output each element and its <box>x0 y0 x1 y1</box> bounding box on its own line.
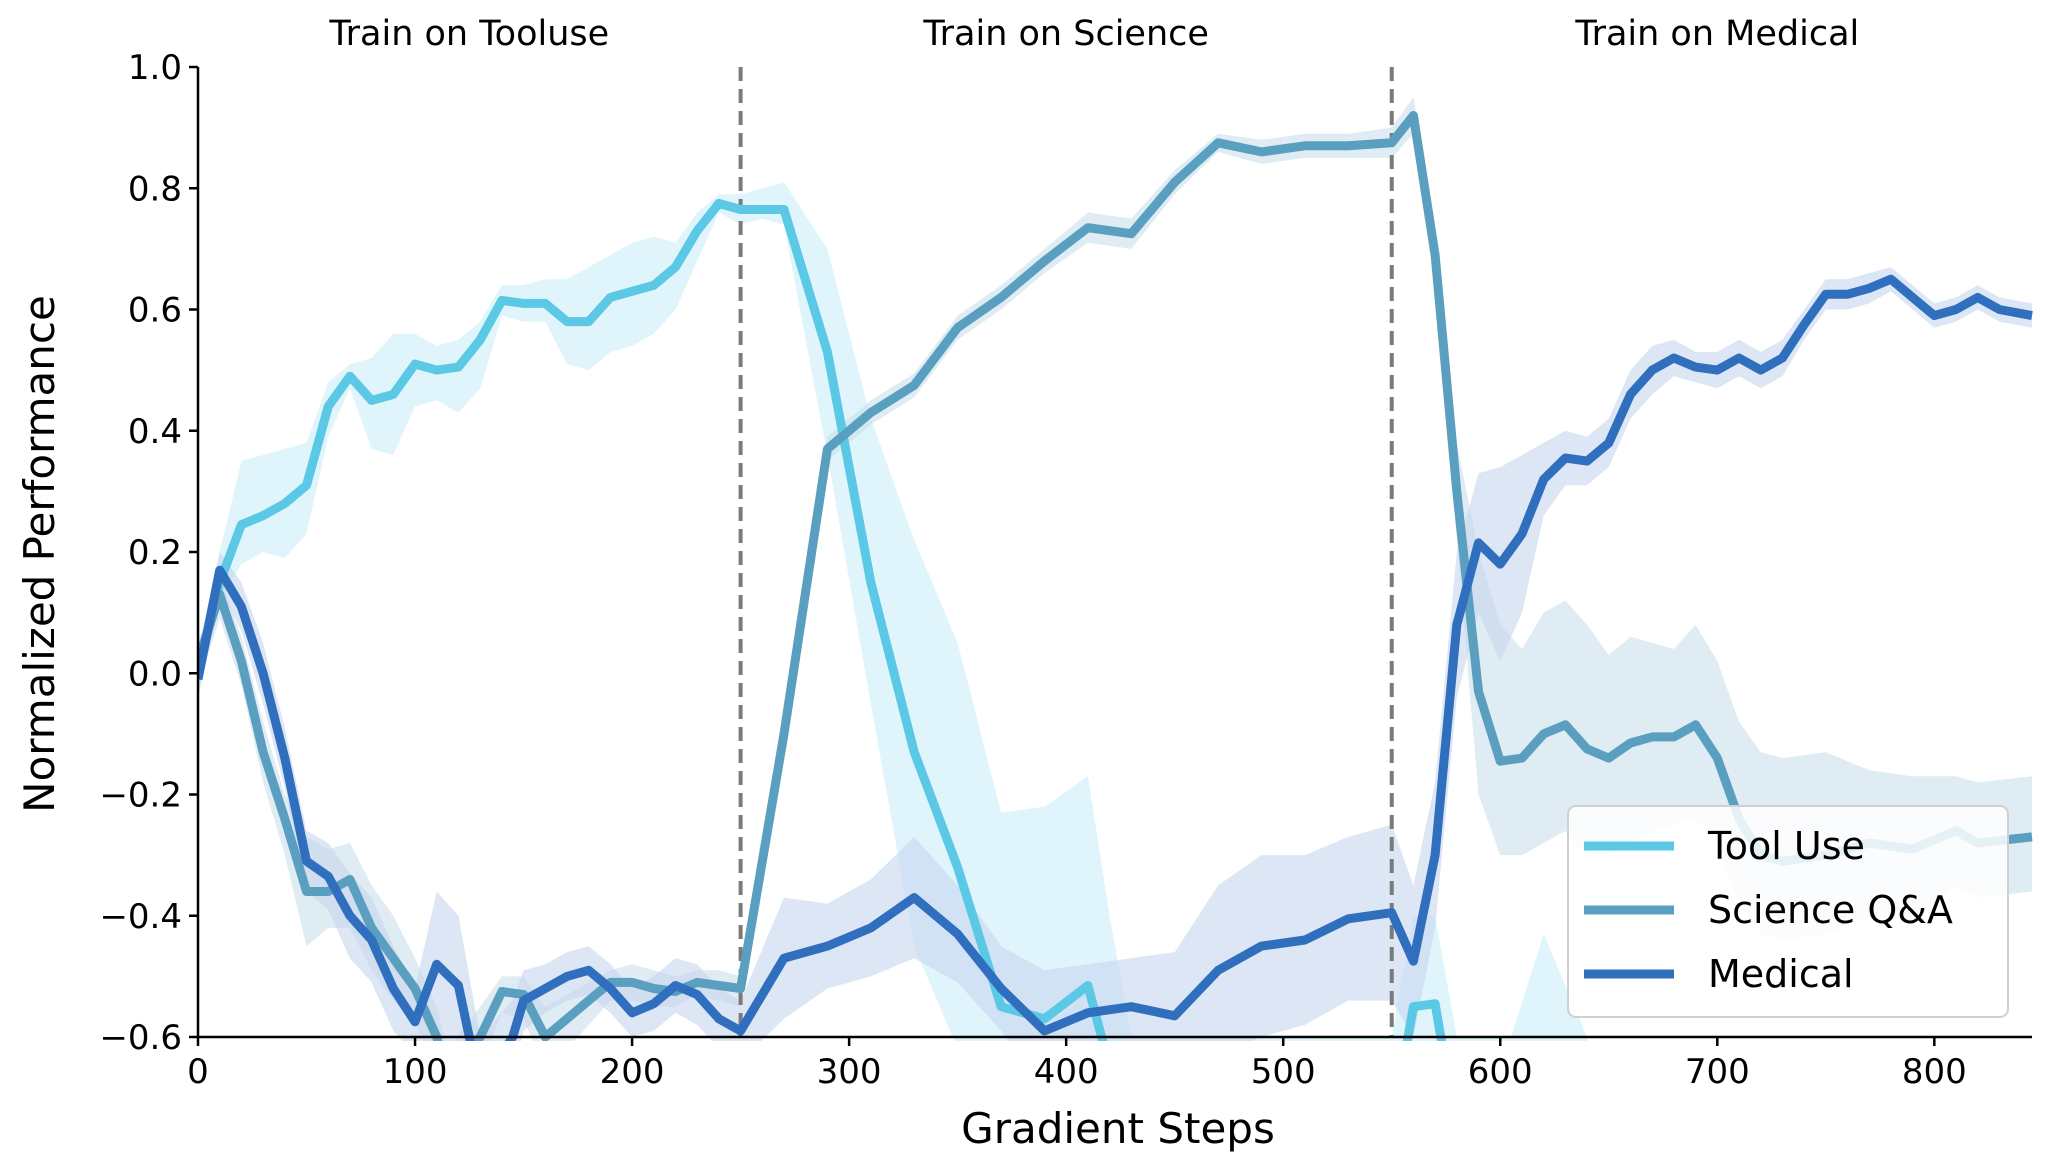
legend: Tool Use Science Q&A Medical <box>1567 805 2009 1018</box>
band-tool-use <box>198 182 1588 1041</box>
line-science-q-a <box>198 111 2033 1041</box>
x-tick-label: 300 <box>817 1052 882 1092</box>
x-axis-title: Gradient Steps <box>961 1104 1275 1153</box>
phase-boundaries <box>738 67 1394 1037</box>
y-axis-title: Normalized Performance <box>15 295 64 813</box>
y-tick-label: −0.6 <box>99 1018 182 1058</box>
y-tick-label: 0.8 <box>128 169 182 209</box>
x-tick-label: 0 <box>187 1052 209 1092</box>
y-tick-label: 0.0 <box>128 654 182 694</box>
series-lines <box>198 111 2033 1041</box>
x-tick-label: 500 <box>1251 1052 1316 1092</box>
phase-labels: Train on Tooluse Train on Science Train on… <box>328 14 1859 54</box>
y-tick-label: −0.2 <box>99 776 182 816</box>
legend-frame <box>1567 805 2009 1018</box>
y-tick-label: 1.0 <box>128 48 182 88</box>
line-tool-use <box>198 198 1447 1041</box>
phase-label-train-on-science: Train on Science <box>922 14 1209 54</box>
x-tick-label: 200 <box>600 1052 665 1092</box>
x-tick-label: 800 <box>1902 1052 1967 1092</box>
y-tick-label: 0.2 <box>128 533 182 573</box>
legend-label-science-q-a: Science Q&A <box>1708 888 1953 932</box>
x-tick-label: 400 <box>1034 1052 1099 1092</box>
axes: 0 100 200 300 400 500 600 700 800 1.0 0.8 0.6 0.4 0.2… <box>99 48 2032 1092</box>
phase-label-train-on-tooluse: Train on Tooluse <box>328 14 609 54</box>
y-tick-label: 0.4 <box>128 412 182 452</box>
band-science-q-a <box>198 97 2032 1041</box>
y-tick-label: −0.4 <box>99 897 182 937</box>
phase-label-train-on-medical: Train on Medical <box>1574 14 1859 54</box>
x-tick-label: 700 <box>1685 1052 1750 1092</box>
legend-label-tool-use: Tool Use <box>1707 824 1865 868</box>
x-tick-label: 600 <box>1468 1052 1533 1092</box>
line-medical <box>198 274 2033 1041</box>
y-tick-label: 0.6 <box>128 291 182 331</box>
legend-label-medical: Medical <box>1708 952 1854 996</box>
x-tick-label: 100 <box>383 1052 448 1092</box>
